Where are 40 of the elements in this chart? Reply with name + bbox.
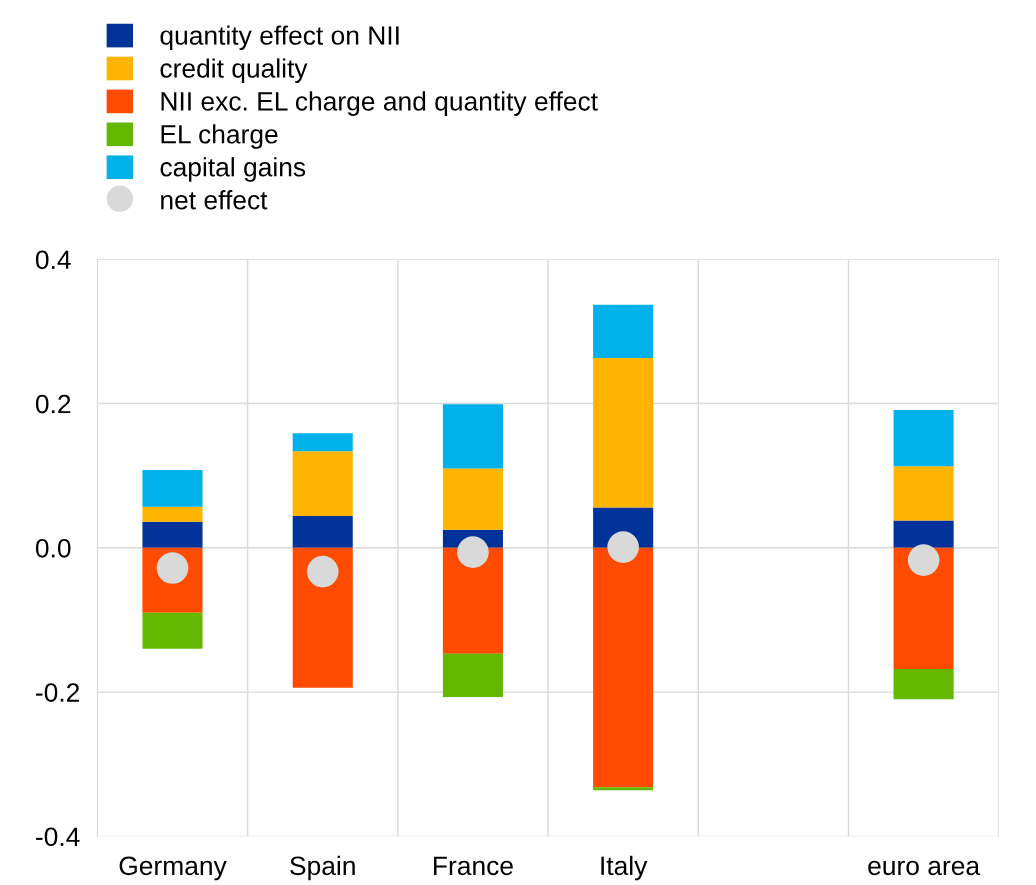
bar [442, 653, 503, 698]
bar [593, 787, 654, 791]
bar [142, 469, 203, 507]
bar [142, 506, 203, 522]
bar [893, 668, 954, 700]
x-tick-label: Italy [601, 855, 648, 881]
bar [593, 358, 654, 508]
y-tick-label: -0.2 [36, 683, 80, 702]
point [457, 536, 489, 568]
bar [442, 547, 503, 654]
bar [893, 466, 954, 521]
bar [593, 304, 654, 359]
legend-label: EL charge [161, 124, 278, 149]
legend-label: quantity effect on NII [160, 25, 399, 51]
point [607, 531, 639, 563]
bar [893, 410, 954, 467]
bar [593, 547, 654, 788]
legend-label: net effect [161, 190, 268, 210]
bar [142, 521, 203, 548]
x-tick-label: euro area [868, 860, 981, 876]
bar [292, 516, 353, 548]
bar [442, 468, 503, 530]
point [306, 555, 339, 588]
legend-label: NII exc. EL charge and quantity effect [161, 91, 598, 116]
x-tick-label: Germany [119, 856, 227, 881]
bar [292, 451, 353, 517]
bar [893, 520, 954, 548]
bar [292, 433, 353, 452]
bar [292, 547, 353, 688]
legend-label: capital gains [160, 157, 306, 182]
y-tick-label: 0.4 [35, 250, 71, 270]
bar [442, 404, 503, 469]
y-tick-label: 0.2 [35, 394, 71, 414]
y-tick-label: 0.0 [35, 538, 71, 558]
y-tick-label: -0.4 [36, 827, 80, 847]
bar [893, 547, 954, 669]
legend-label: credit quality [160, 58, 308, 83]
bar [142, 612, 203, 649]
x-tick-label: Spain [290, 855, 355, 881]
x-tick-label: France [434, 856, 513, 876]
